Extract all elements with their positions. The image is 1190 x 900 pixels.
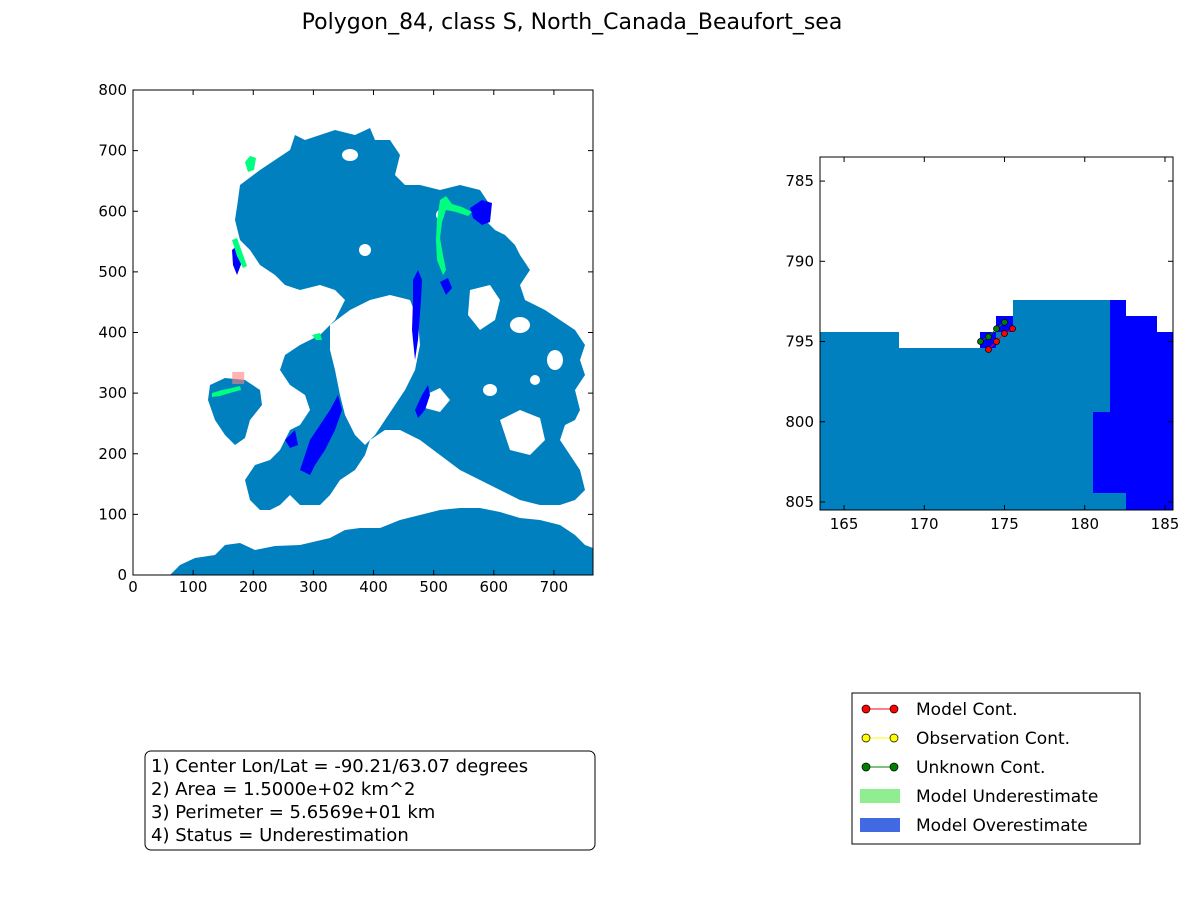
- unknown-cont-point: [977, 338, 984, 345]
- land-area: [483, 384, 497, 396]
- ocean-cells: [820, 300, 1173, 510]
- legend-marker: [889, 704, 899, 714]
- land-area: [530, 375, 540, 385]
- model-cont-line: [988, 328, 1013, 350]
- overestimate-region: [470, 200, 492, 225]
- y-tick-label: 400: [98, 324, 127, 342]
- legend-patch-swatch: [860, 818, 900, 832]
- overestimate-region: [412, 270, 422, 360]
- underestimate-region: [436, 196, 472, 275]
- info-box: 1) Center Lon/Lat = -90.21/63.07 degrees…: [144, 750, 596, 851]
- x-tick-label: 180: [1070, 515, 1099, 533]
- model-cont-point: [1009, 325, 1016, 333]
- land-area: [500, 410, 545, 455]
- underestimate-region: [245, 156, 256, 172]
- unknown-cont-point: [1001, 318, 1008, 326]
- x-tick-label: 100: [179, 578, 208, 596]
- y-tick-label: 805: [785, 493, 814, 511]
- y-tick-label: 600: [98, 202, 127, 220]
- x-tick-label: 165: [830, 515, 859, 533]
- model-cont-point: [1001, 330, 1008, 337]
- unknown-cont-line: [980, 321, 1005, 342]
- zoom-map-cells: [820, 300, 1173, 510]
- underestimate-region: [212, 386, 241, 397]
- land-area: [547, 350, 563, 370]
- overestimate-cells: [1093, 300, 1173, 510]
- x-tick-label: 0: [128, 578, 138, 596]
- y-tick-label: 100: [98, 505, 127, 523]
- legend-label: Observation Cont.: [916, 729, 1070, 749]
- unknown-cont-point: [993, 325, 1000, 333]
- x-tick-label: 500: [419, 578, 448, 596]
- legend-label: Model Overestimate: [916, 816, 1088, 836]
- land-area: [258, 290, 330, 345]
- underestimate-regions: [212, 156, 472, 397]
- info-status: 4) Status = Underestimation: [151, 825, 409, 846]
- x-tick-label: 185: [1151, 515, 1180, 533]
- legend-marker: [889, 762, 899, 772]
- zoom-map: 165 170 175 180 185 785 790 795 800 805: [785, 156, 1179, 533]
- y-tick-label: 700: [98, 142, 127, 160]
- y-tick-label: 300: [98, 384, 127, 402]
- y-tick-label: 0: [117, 566, 127, 584]
- unknown-cont-point: [985, 333, 992, 341]
- x-tick-label: 300: [299, 578, 328, 596]
- overview-map-axes: 0 100 200 300 400 500 600 700 0 100 200 300 400 500 60…: [98, 81, 593, 596]
- zoom-map-frame: [819, 156, 1174, 511]
- legend-label: Model Cont.: [916, 700, 1018, 720]
- land-area: [425, 388, 450, 412]
- underestimate-region: [232, 238, 247, 268]
- legend-label: Model Underestimate: [916, 787, 1098, 807]
- zoom-map-axes: 165 170 175 180 185 785 790 795 800 805: [785, 157, 1179, 533]
- ocean-region: [170, 508, 593, 575]
- legend-marker: [861, 762, 871, 772]
- legend-label: Unknown Cont.: [916, 758, 1045, 778]
- info-center: 1) Center Lon/Lat = -90.21/63.07 degrees: [151, 756, 528, 777]
- land-area: [342, 149, 358, 161]
- figure-title: Polygon_84, class S, North_Canada_Beaufo…: [302, 10, 843, 35]
- overestimate-region: [440, 278, 452, 295]
- info-area: 2) Area = 1.5000e+02 km^2: [151, 779, 415, 800]
- x-tick-label: 400: [359, 578, 388, 596]
- info-box-frame: [144, 750, 596, 851]
- land-area: [359, 244, 371, 256]
- y-tick-label: 200: [98, 445, 127, 463]
- x-tick-label: 600: [479, 578, 508, 596]
- highlight-box: [232, 371, 245, 385]
- y-tick-label: 785: [785, 172, 814, 190]
- overestimate-region: [285, 430, 298, 448]
- legend-marker: [861, 733, 871, 743]
- overview-map: 0 100 200 300 400 500 600 700 0 100 200 300 400 500 60…: [98, 81, 594, 596]
- x-tick-label: 175: [990, 515, 1019, 533]
- y-tick-label: 790: [785, 252, 814, 270]
- y-tick-label: 800: [785, 413, 814, 431]
- legend-patch-swatch: [860, 789, 900, 803]
- polygon-location-marker: [232, 371, 245, 385]
- land-area: [510, 317, 530, 333]
- contour-lines: [977, 318, 1016, 353]
- model-cont-point: [993, 338, 1000, 345]
- legend: Model Cont. Observation Cont. Unknown Cont…: [851, 692, 1141, 845]
- x-tick-label: 700: [540, 578, 569, 596]
- x-tick-label: 170: [910, 515, 939, 533]
- overestimate-region: [415, 385, 430, 418]
- greenland: [330, 295, 420, 445]
- y-tick-label: 795: [785, 333, 814, 351]
- legend-marker: [861, 704, 871, 714]
- overestimate-region: [300, 395, 342, 475]
- info-perimeter: 3) Perimeter = 5.6569e+01 km: [151, 802, 435, 823]
- y-tick-label: 800: [98, 81, 127, 99]
- legend-marker: [889, 733, 899, 743]
- model-cont-point: [985, 346, 992, 353]
- y-tick-label: 500: [98, 263, 127, 281]
- overestimate-regions: [232, 200, 492, 475]
- x-tick-label: 200: [239, 578, 268, 596]
- land-area: [468, 285, 500, 330]
- underestimate-region: [312, 333, 322, 340]
